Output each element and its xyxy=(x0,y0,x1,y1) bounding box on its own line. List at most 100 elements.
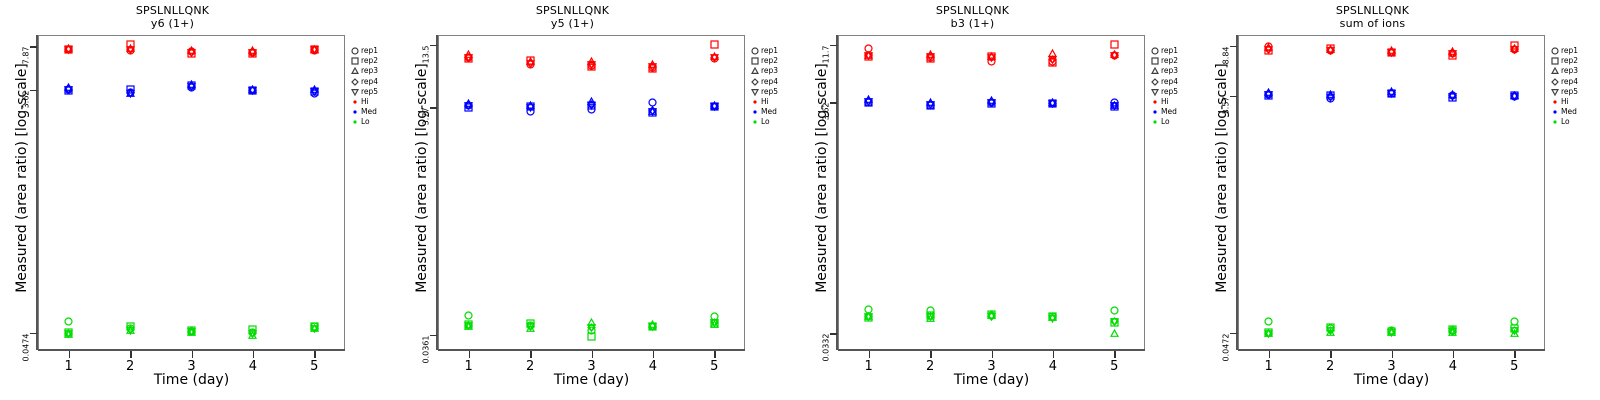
data-point-Hi-rep5-day3 xyxy=(586,60,597,70)
y-axis-label: Measured (area ratio) [log-scale] xyxy=(1214,63,1230,293)
data-point-Hi-rep5-day4 xyxy=(648,62,658,71)
legend-label: Lo xyxy=(761,117,770,127)
triangle-down-icon xyxy=(1549,87,1560,97)
data-point-Lo-rep5-day3 xyxy=(586,323,597,333)
data-point-Hi-rep5-day3 xyxy=(1386,48,1397,58)
data-point-Med-rep2-day1 xyxy=(464,103,473,112)
legend-label: Lo xyxy=(1161,117,1170,127)
dot-icon xyxy=(749,117,760,127)
legend-label: rep4 xyxy=(761,76,779,86)
legend-label: Hi xyxy=(1561,97,1569,107)
x-tick xyxy=(930,351,932,358)
y-tick xyxy=(430,334,437,337)
x-tick xyxy=(1052,351,1055,358)
legend-item-rep2[interactable]: rep2 xyxy=(1549,56,1600,66)
y-axis-label: Measured (area ratio) [log-scale] xyxy=(814,63,830,293)
legend-label: rep3 xyxy=(1161,66,1179,76)
legend: rep1 rep2 rep3 rep4 rep5 Hi Med Lo xyxy=(749,46,801,128)
legend-item-rep2[interactable]: rep2 xyxy=(349,56,401,66)
legend-item-Med[interactable]: Med xyxy=(1149,107,1201,117)
data-point-Med-rep3-day5 xyxy=(1109,100,1119,110)
legend-item-rep1[interactable]: rep1 xyxy=(749,46,801,56)
panel-title-block: SPSLNLLQNK b3 (1+) xyxy=(800,4,1145,30)
triangle-down-icon xyxy=(349,87,360,97)
x-tick-label: 2 xyxy=(925,359,935,374)
square-icon xyxy=(1149,56,1160,66)
legend-item-rep4[interactable]: rep4 xyxy=(749,77,801,87)
x-tick-label: 3 xyxy=(1387,359,1396,374)
data-point-Med-rep1-day4 xyxy=(648,98,657,108)
legend-item-Hi[interactable]: Hi xyxy=(749,97,801,107)
data-point-Med-rep5-day3 xyxy=(186,82,197,92)
data-point-Med-rep5-day4 xyxy=(1448,92,1458,101)
legend-label: Med xyxy=(1161,107,1177,117)
data-point-Lo-rep5-day1 xyxy=(64,329,74,339)
data-point-Hi-rep1-day3 xyxy=(987,57,996,66)
x-tick xyxy=(1391,351,1393,358)
data-point-Med-rep5-day5 xyxy=(1109,101,1119,111)
legend-item-rep1[interactable]: rep1 xyxy=(349,46,401,56)
legend-item-Lo[interactable]: Lo xyxy=(749,117,801,127)
x-axis-line xyxy=(38,349,345,351)
circle-icon xyxy=(349,46,360,56)
y-tick xyxy=(1230,332,1237,335)
legend-item-Med[interactable]: Med xyxy=(349,107,401,117)
legend-item-rep1[interactable]: rep1 xyxy=(1149,46,1201,56)
legend-item-rep3[interactable]: rep3 xyxy=(349,66,401,76)
legend-item-rep3[interactable]: rep3 xyxy=(1549,66,1600,76)
x-tick-label: 3 xyxy=(187,359,196,374)
legend-label: Med xyxy=(761,107,777,117)
dot-icon xyxy=(349,117,360,127)
data-point-Lo-rep1-day1 xyxy=(1264,317,1273,326)
legend-item-rep2[interactable]: rep2 xyxy=(1149,56,1201,66)
legend-item-Lo[interactable]: Lo xyxy=(1549,117,1600,127)
legend-item-rep4[interactable]: rep4 xyxy=(1549,77,1600,87)
x-tick-label: 4 xyxy=(648,359,658,374)
dot-icon xyxy=(349,97,360,107)
y-tick xyxy=(1230,95,1237,98)
legend-item-rep3[interactable]: rep3 xyxy=(1149,66,1201,76)
data-point-Lo-rep5-day2 xyxy=(1325,326,1335,336)
legend-item-rep4[interactable]: rep4 xyxy=(1149,77,1201,87)
legend-item-Lo[interactable]: Lo xyxy=(1149,117,1201,127)
x-tick xyxy=(1452,351,1455,358)
legend-item-rep4[interactable]: rep4 xyxy=(349,77,401,87)
page-title: SPSLNLLQNK xyxy=(935,4,1010,17)
data-point-Lo-rep5-day3 xyxy=(186,327,197,337)
legend-item-rep5[interactable]: rep5 xyxy=(1549,87,1600,97)
data-point-Med-rep5-day2 xyxy=(125,89,135,99)
legend-item-rep5[interactable]: rep5 xyxy=(749,87,801,97)
dot-icon xyxy=(1549,97,1560,107)
legend-item-Hi[interactable]: Hi xyxy=(1549,97,1600,107)
x-axis-label: Time (day) xyxy=(1353,372,1430,388)
legend-item-Med[interactable]: Med xyxy=(1549,107,1600,117)
legend-item-rep1[interactable]: rep1 xyxy=(1549,46,1600,56)
x-tick-label: 5 xyxy=(310,359,319,374)
legend-item-rep5[interactable]: rep5 xyxy=(1149,87,1201,97)
data-point-Med-rep5-day3 xyxy=(1386,89,1397,98)
legend-item-rep5[interactable]: rep5 xyxy=(349,87,401,97)
legend-item-Med[interactable]: Med xyxy=(749,107,801,117)
data-point-Lo-rep2-day3 xyxy=(587,331,596,341)
legend-item-Hi[interactable]: Hi xyxy=(1149,97,1201,107)
data-point-Hi-rep5-day1 xyxy=(864,51,874,61)
panel-1: SPSLNLLQNK y6 (1+) Measured (area ratio) [… xyxy=(0,0,400,400)
circle-icon xyxy=(1149,46,1160,56)
data-point-Hi-rep2-day5 xyxy=(710,40,719,49)
data-point-Hi-rep2-day4 xyxy=(248,49,257,59)
y-tick-label: 0.0332 xyxy=(821,333,831,362)
legend-item-Hi[interactable]: Hi xyxy=(349,97,401,107)
data-point-Hi-rep5-day5 xyxy=(1509,45,1519,55)
x-tick xyxy=(130,351,132,358)
x-tick xyxy=(652,351,655,358)
legend-item-Lo[interactable]: Lo xyxy=(349,117,401,127)
data-point-Med-rep5-day1 xyxy=(1264,90,1274,100)
legend-item-rep2[interactable]: rep2 xyxy=(749,56,801,66)
x-tick-label: 5 xyxy=(710,359,719,374)
x-tick xyxy=(191,351,193,358)
legend-label: rep2 xyxy=(361,56,379,66)
x-tick-label: 5 xyxy=(1110,359,1119,374)
x-tick xyxy=(68,351,71,358)
legend-item-rep3[interactable]: rep3 xyxy=(749,66,801,76)
